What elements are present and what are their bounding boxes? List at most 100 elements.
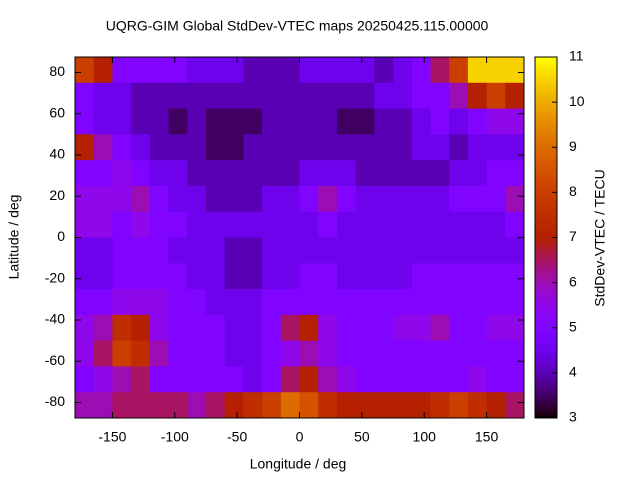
heatmap-cell [467,134,488,161]
heatmap-cell [374,366,394,393]
heatmap-cell [149,160,170,187]
heatmap-cell [449,392,469,419]
heatmap-cell [262,263,282,290]
heatmap-cell [149,392,170,419]
heatmap-cell [187,134,207,161]
colorbar-swatch [535,129,557,133]
colorbar-swatch [535,141,557,145]
colorbar-swatch [535,249,557,254]
heatmap-cell [336,57,357,84]
heatmap-cell [131,185,151,213]
chart-title: UQRG-GIM Global StdDev-VTEC maps 2025042… [106,18,489,34]
heatmap-cell [355,237,375,264]
colorbar-swatch [535,225,557,229]
heatmap-cell [205,392,226,419]
colorbar-tick-label: 11 [569,48,584,64]
colorbar-tick-label: 7 [569,228,577,244]
heatmap-cell [505,392,525,419]
heatmap-cell [336,340,357,367]
colorbar-swatch [535,339,557,344]
heatmap-cell [262,134,282,161]
heatmap-cell [93,237,113,264]
heatmap-cell [505,366,525,393]
colorbar-swatch [535,150,557,154]
x-tick-label: 100 [413,429,437,445]
heatmap-cell [411,314,431,342]
colorbar-swatch [535,345,557,350]
heatmap-cell [280,237,300,264]
heatmap-cell [262,82,282,110]
colorbar-swatch [535,330,557,335]
y-tick-label: 20 [49,187,65,203]
heatmap-cell [336,82,357,110]
heatmap-cell [243,314,263,342]
heatmap-cell [411,211,431,238]
colorbar-swatch [535,342,557,347]
heatmap-cell [187,211,207,238]
heatmap-cell [262,340,282,367]
heatmap-cell [93,314,113,342]
colorbar-swatch [535,87,557,91]
heatmap-cell [299,108,319,135]
heatmap-cell [262,392,282,419]
colorbar-swatch [535,192,557,196]
y-tick-label: 60 [49,104,65,120]
heatmap-cell [243,392,263,419]
heatmap-cell [224,82,244,110]
heatmap-cell [355,134,375,161]
heatmap-cell [393,314,413,342]
heatmap-cell [393,108,413,135]
colorbar-swatch [535,81,557,85]
colorbar-swatch [535,84,557,88]
heatmap-cell [299,392,319,419]
heatmap-cell [393,160,413,187]
y-tick-label: 80 [49,63,65,79]
heatmap-cell [318,211,338,238]
colorbar-swatch [535,396,557,401]
heatmap-cell [168,211,188,238]
heatmap-cell [131,211,151,238]
heatmap-cell [243,108,263,135]
colorbar-swatch [535,363,557,368]
heatmap-cell [336,289,357,316]
colorbar-swatch [535,381,557,386]
heatmap-cell [205,134,226,161]
heatmap-cell [187,340,207,367]
x-tick-label: 150 [475,429,499,445]
heatmap-cell [187,366,207,393]
colorbar-swatch [535,138,557,142]
heatmap-cell [299,57,319,84]
colorbar-swatch [535,258,557,263]
heatmap-cell [75,392,95,419]
heatmap-cell [467,160,488,187]
colorbar-swatch [535,69,557,73]
heatmap-cell [280,134,300,161]
colorbar-swatch [535,210,557,214]
heatmap-cell [299,185,319,213]
heatmap-cell [262,314,282,342]
heatmap-cell [486,211,506,238]
heatmap-cell [93,340,113,367]
heatmap-cell [187,314,207,342]
colorbar-swatch [535,105,557,109]
heatmap-cell [449,57,469,84]
heatmap-cell [112,108,132,135]
heatmap-cell [486,289,506,316]
heatmap-cell [486,392,506,419]
colorbar-swatch [535,360,557,365]
heatmap-cell [430,160,450,187]
colorbar-swatch [535,147,557,151]
heatmap-cell [75,366,95,393]
heatmap-cell [374,134,394,161]
colorbar-swatch [535,369,557,374]
heatmap-cell [149,314,170,342]
colorbar-swatch [535,255,557,260]
heatmap-cell [467,82,488,110]
heatmap-cell [131,134,151,161]
heatmap-cell [243,237,263,264]
heatmap-cell [280,160,300,187]
heatmap-cell [112,185,132,213]
heatmap-cell [280,57,300,84]
heatmap-cell [224,263,244,290]
heatmap-cell [280,340,300,367]
